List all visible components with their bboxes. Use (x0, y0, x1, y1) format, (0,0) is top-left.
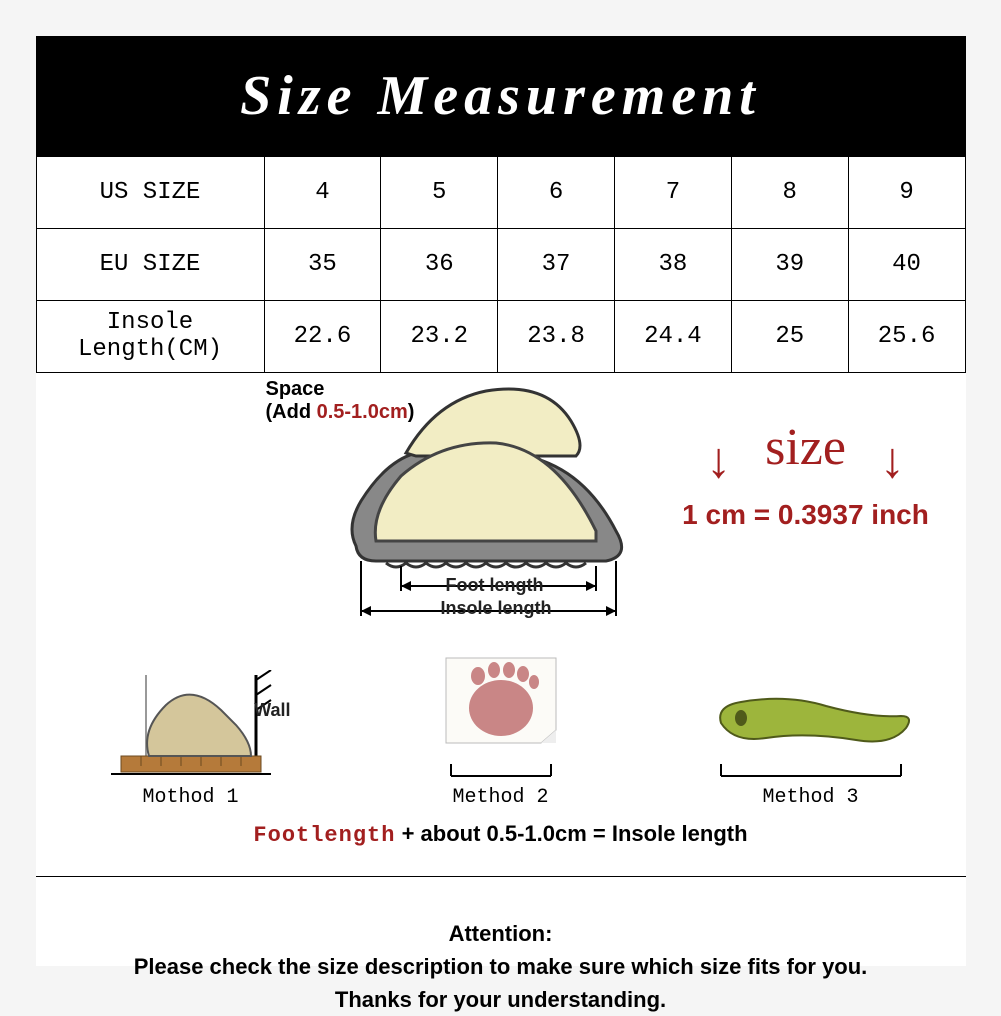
row-label-insole: Insole Length(CM) (36, 300, 264, 372)
formula-line: Footlength + about 0.5-1.0cm = Insole le… (36, 821, 966, 848)
row-label-eu: EU SIZE (36, 228, 264, 300)
size-chart-card: Size Measurement US SIZE 4 5 6 7 8 9 EU … (36, 36, 966, 966)
cell: 22.6 (264, 300, 381, 372)
formula-footlen: Footlength (253, 823, 395, 848)
method-2-icon (426, 648, 576, 758)
cell: 25.6 (848, 300, 965, 372)
method-3-label: Method 3 (762, 786, 858, 809)
size-word: size (765, 419, 846, 476)
method-1-label: Mothod 1 (142, 786, 238, 809)
attention-line-1: Please check the size description to mak… (36, 950, 966, 983)
cell: 24.4 (614, 300, 731, 372)
table-row: EU SIZE 35 36 37 38 39 40 (36, 228, 965, 300)
wall-label: Wall (254, 700, 290, 721)
attention-line-2: Thanks for your understanding. (36, 983, 966, 1016)
measure-bracket-icon (706, 762, 916, 780)
method-1-icon (101, 670, 281, 780)
page-title: Size Measurement (240, 64, 761, 128)
cell: 39 (731, 228, 848, 300)
cell: 7 (614, 156, 731, 228)
arrow-down-icon: ↓ (706, 431, 731, 489)
size-row: ↓ size ↓ (656, 418, 956, 489)
cell: 6 (498, 156, 615, 228)
insole-length-label: Insole length (441, 598, 552, 619)
cell: 8 (731, 156, 848, 228)
cell: 25 (731, 300, 848, 372)
method-3: Method 3 (671, 688, 951, 809)
title-bar: Size Measurement (36, 36, 966, 156)
cell: 5 (381, 156, 498, 228)
divider (36, 876, 966, 877)
cell: 23.2 (381, 300, 498, 372)
cell: 35 (264, 228, 381, 300)
method-2: Method 2 (361, 648, 641, 809)
table-row: US SIZE 4 5 6 7 8 9 (36, 156, 965, 228)
cm-inch-conversion: 1 cm = 0.3937 inch (656, 499, 956, 531)
method-2-label: Method 2 (452, 786, 548, 809)
method-1: Wall Mothod 1 (51, 670, 331, 809)
method-3-icon (706, 688, 916, 758)
formula-rest: + about 0.5-1.0cm = Insole length (395, 821, 747, 846)
measure-bracket-icon (426, 762, 576, 780)
cell: 9 (848, 156, 965, 228)
cell: 38 (614, 228, 731, 300)
size-table: US SIZE 4 5 6 7 8 9 EU SIZE 35 36 37 38 … (36, 156, 966, 373)
attention-heading: Attention: (36, 917, 966, 950)
arrow-down-icon: ↓ (880, 431, 905, 489)
cell: 36 (381, 228, 498, 300)
cell: 40 (848, 228, 965, 300)
row-label-us: US SIZE (36, 156, 264, 228)
methods-row: Wall Mothod 1 Method 2 (36, 648, 966, 809)
space-add-prefix: (Add (266, 401, 317, 423)
cell: 4 (264, 156, 381, 228)
table-row: Insole Length(CM) 22.6 23.2 23.8 24.4 25… (36, 300, 965, 372)
size-info-block: ↓ size ↓ 1 cm = 0.3937 inch (656, 418, 956, 531)
cell: 37 (498, 228, 615, 300)
space-label: Space (266, 378, 325, 400)
cell: 23.8 (498, 300, 615, 372)
diagram-zone: Space (Add 0.5-1.0cm) (36, 373, 966, 643)
foot-length-label: Foot length (446, 575, 544, 596)
